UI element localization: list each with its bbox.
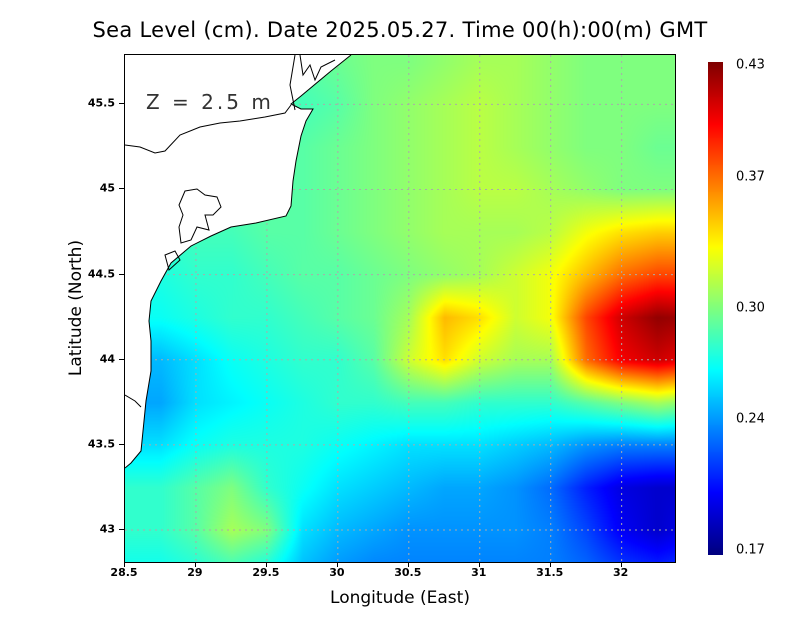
- y-tick-mark: [119, 273, 124, 275]
- colorbar: [708, 62, 723, 555]
- y-tick-label: 43: [99, 522, 115, 536]
- y-tick-label: 45: [99, 181, 115, 195]
- x-tick-label: 31.5: [536, 566, 564, 579]
- y-tick-label: 44.5: [87, 267, 115, 281]
- land-mask: [125, 55, 351, 468]
- colorbar-label: 0.30: [736, 300, 765, 315]
- x-tick-mark: [478, 563, 480, 567]
- chart-title: Sea Level (cm). Date 2025.05.27. Time 00…: [92, 18, 708, 42]
- x-tick-mark: [194, 563, 196, 567]
- x-tick-label: 29.5: [252, 566, 280, 579]
- x-tick-mark: [620, 563, 622, 567]
- y-tick-label: 43.5: [87, 437, 115, 451]
- x-tick-mark: [407, 563, 409, 567]
- y-tick-label: 45.5: [87, 96, 115, 110]
- x-tick-label: 30.5: [394, 566, 422, 579]
- x-tick-label: 30: [329, 566, 345, 579]
- x-tick-label: 28.5: [110, 566, 138, 579]
- x-tick-label: 31: [471, 566, 487, 579]
- map-overlay: [125, 55, 675, 562]
- depth-annotation: Z = 2.5 m: [146, 90, 274, 114]
- y-tick-mark: [119, 188, 124, 190]
- x-tick-mark: [336, 563, 338, 567]
- colorbar-label: 0.43: [736, 57, 765, 73]
- x-axis-label: Longitude (East): [330, 588, 470, 608]
- y-tick-mark: [119, 443, 124, 445]
- inland-lake-outline: [125, 55, 336, 408]
- x-tick-label: 32: [613, 566, 629, 579]
- x-tick-label: 29: [187, 566, 203, 579]
- y-tick-label: 44: [99, 352, 115, 366]
- x-tick-mark: [549, 563, 551, 567]
- y-tick-mark: [119, 528, 124, 530]
- colorbar-label: 0.37: [736, 169, 765, 185]
- x-tick-mark: [124, 563, 125, 567]
- y-axis-label: Latitude (North): [66, 239, 86, 377]
- x-tick-mark: [265, 563, 267, 567]
- plot-area: [124, 54, 676, 563]
- colorbar-label: 0.17: [736, 542, 765, 558]
- coastline: [125, 55, 352, 469]
- y-tick-mark: [119, 358, 124, 360]
- colorbar-label: 0.24: [736, 411, 765, 427]
- y-tick-mark: [119, 103, 124, 105]
